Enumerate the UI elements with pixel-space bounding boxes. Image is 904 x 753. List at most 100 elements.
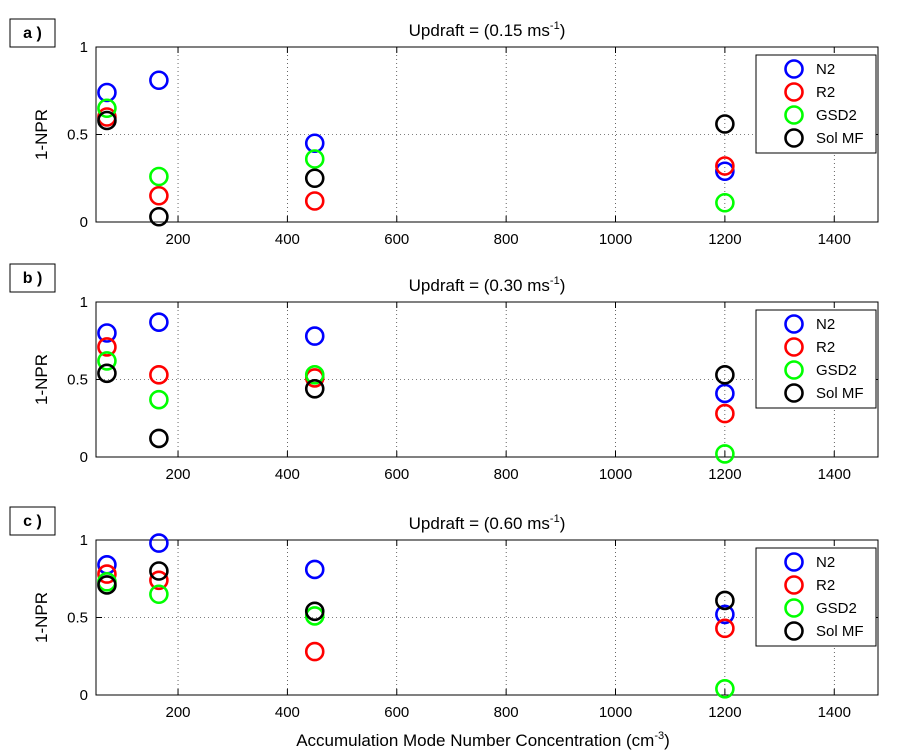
data-point <box>304 641 325 662</box>
legend-marker <box>784 621 804 641</box>
data-point <box>715 192 735 213</box>
x-tick-label: 200 <box>166 231 191 248</box>
legend-label: R2 <box>816 339 835 356</box>
legend-box <box>755 54 877 154</box>
legend-label: R2 <box>816 84 835 101</box>
panel-label-box <box>9 506 56 536</box>
data-point <box>149 312 169 332</box>
data-point <box>149 70 169 91</box>
data-point <box>149 206 169 227</box>
x-tick-label: 1200 <box>708 466 741 483</box>
legend-marker <box>784 314 804 334</box>
data-point <box>149 584 169 605</box>
legend-marker <box>784 360 804 380</box>
y-tick-label: 0.5 <box>67 372 88 389</box>
x-tick-label: 1400 <box>818 231 851 248</box>
data-point <box>715 590 735 611</box>
legend-marker <box>784 383 804 403</box>
data-point <box>149 185 169 206</box>
legend-marker <box>784 337 804 357</box>
legend-marker <box>784 552 804 572</box>
panel-label: c ) <box>23 513 42 530</box>
y-tick-label: 1 <box>80 532 88 549</box>
data-point <box>149 570 169 591</box>
data-point <box>304 559 325 580</box>
panel-label-box <box>9 18 56 48</box>
data-point <box>304 168 325 189</box>
y-tick-label: 1 <box>80 39 88 56</box>
panel-label: b ) <box>23 270 43 287</box>
legend-box <box>755 309 877 409</box>
data-point <box>715 604 735 625</box>
chart-panel-2: 200 400 600 800 1000 1200 1400 0 0.5 1 1-NPR Updraf… <box>9 263 879 483</box>
x-tick-label: 800 <box>494 704 519 721</box>
legend-label: GSD2 <box>816 600 857 617</box>
x-tick-label: 400 <box>275 231 300 248</box>
data-point <box>97 564 117 584</box>
data-point <box>304 378 325 399</box>
legend-label: Sol MF <box>816 130 864 147</box>
data-point <box>304 326 325 346</box>
x-tick-label: 800 <box>494 231 519 248</box>
plot-area <box>96 540 878 695</box>
x-tick-label: 1400 <box>818 704 851 721</box>
data-point <box>715 114 735 134</box>
data-point <box>97 337 117 357</box>
legend-label: Sol MF <box>816 385 864 402</box>
x-tick-label: 800 <box>494 466 519 483</box>
data-point <box>149 533 169 553</box>
data-point <box>715 161 735 182</box>
data-point <box>149 561 169 581</box>
chart-panel-3: 200 400 600 800 1000 1200 1400 0 0.5 1 1-NPR Updraf… <box>9 506 879 721</box>
data-point <box>715 444 735 464</box>
x-tick-label: 1200 <box>708 231 741 248</box>
y-tick-label: 0 <box>80 214 88 231</box>
data-point <box>97 363 117 384</box>
y-tick-label: 0.5 <box>67 610 88 627</box>
data-point <box>304 149 325 169</box>
legend-label: N2 <box>816 554 835 571</box>
chart-title: Updraft = (0.60 ms-1) <box>409 513 566 533</box>
y-axis-label: 1-NPR <box>32 109 51 160</box>
data-point <box>715 403 735 424</box>
data-point <box>97 98 117 119</box>
data-point <box>149 428 169 449</box>
legend-label: GSD2 <box>816 107 857 124</box>
data-point <box>97 110 117 131</box>
data-point <box>715 678 735 699</box>
chart-title: Updraft = (0.15 ms-1) <box>409 20 566 40</box>
legend-label: Sol MF <box>816 623 864 640</box>
legend-marker <box>784 598 804 618</box>
legend-label: N2 <box>816 61 835 78</box>
y-axis-label: 1-NPR <box>32 592 51 643</box>
x-tick-label: 1400 <box>818 466 851 483</box>
data-point <box>304 191 325 211</box>
x-tick-label: 1000 <box>599 466 632 483</box>
panel-label-box <box>9 263 56 293</box>
x-tick-label: 600 <box>384 231 409 248</box>
data-point <box>715 156 735 176</box>
chart-title: Updraft = (0.30 ms-1) <box>409 275 566 295</box>
x-tick-label: 200 <box>166 704 191 721</box>
legend-label: N2 <box>816 316 835 333</box>
x-tick-label: 1000 <box>599 704 632 721</box>
y-tick-label: 1 <box>80 294 88 311</box>
chart-panel-1: 200 400 600 800 1000 1200 1400 0 0.5 1 1-NPR Updraf… <box>9 18 879 248</box>
legend-label: R2 <box>816 577 835 594</box>
data-point <box>149 389 169 410</box>
data-point <box>304 365 325 385</box>
legend-box <box>755 547 877 647</box>
data-point <box>97 323 117 343</box>
x-tick-label: 600 <box>384 466 409 483</box>
x-tick-label: 400 <box>275 466 300 483</box>
data-point <box>715 618 735 639</box>
x-tick-label: 1200 <box>708 704 741 721</box>
data-point <box>715 383 735 404</box>
y-tick-label: 0.5 <box>67 127 88 144</box>
data-point <box>715 365 735 385</box>
data-point <box>149 365 169 385</box>
data-point <box>149 166 169 187</box>
y-tick-label: 0 <box>80 449 88 466</box>
legend-label: GSD2 <box>816 362 857 379</box>
